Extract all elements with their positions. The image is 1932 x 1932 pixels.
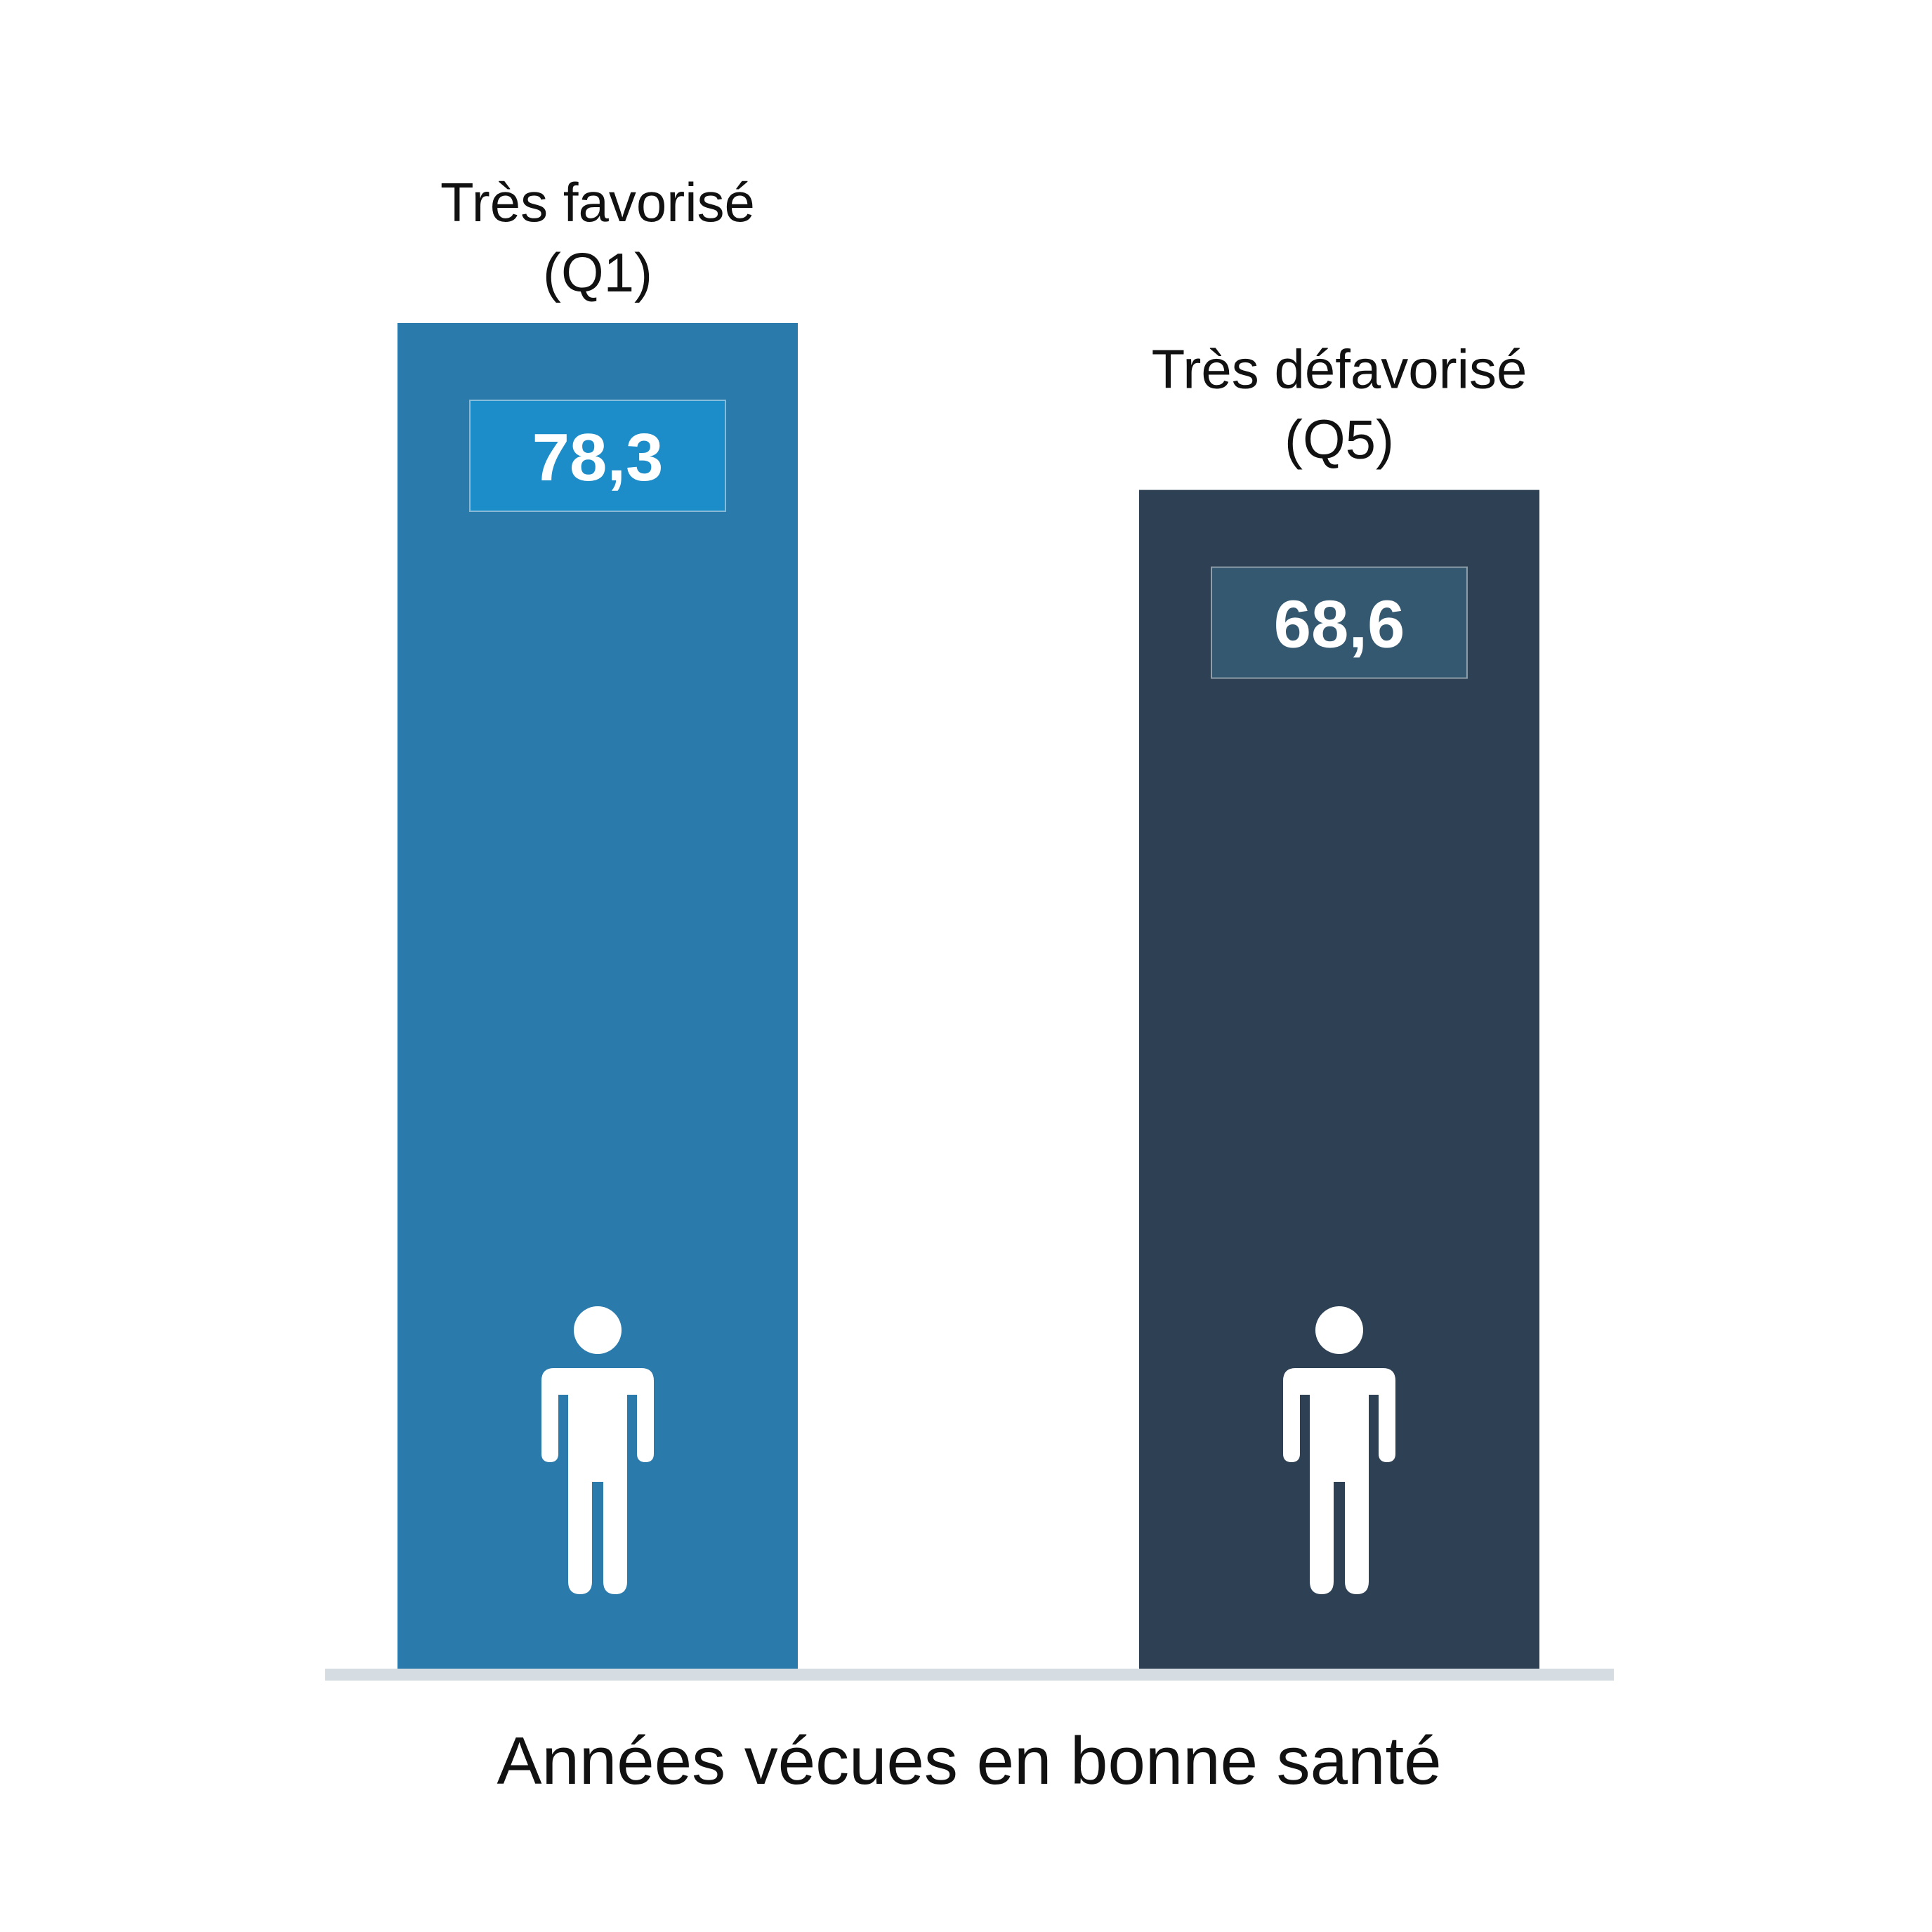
person-icon-2 — [1283, 1306, 1395, 1594]
value-box-2 — [1211, 566, 1468, 679]
person-icon-1 — [541, 1306, 654, 1594]
category-label-1-line-1: Très favorisé — [440, 171, 755, 233]
category-label-2-line-2: (Q5) — [1284, 409, 1394, 471]
value-label-2: 68,6 — [1274, 587, 1405, 662]
category-label-2-line-1: Très défavorisé — [1152, 339, 1527, 400]
baseline — [325, 1669, 1614, 1681]
category-label-1-line-2: (Q1) — [543, 242, 652, 303]
value-box-1 — [469, 400, 726, 512]
value-label-1: 78,3 — [532, 420, 664, 495]
x-axis-label: Années vécues en bonne santé — [497, 1723, 1441, 1799]
